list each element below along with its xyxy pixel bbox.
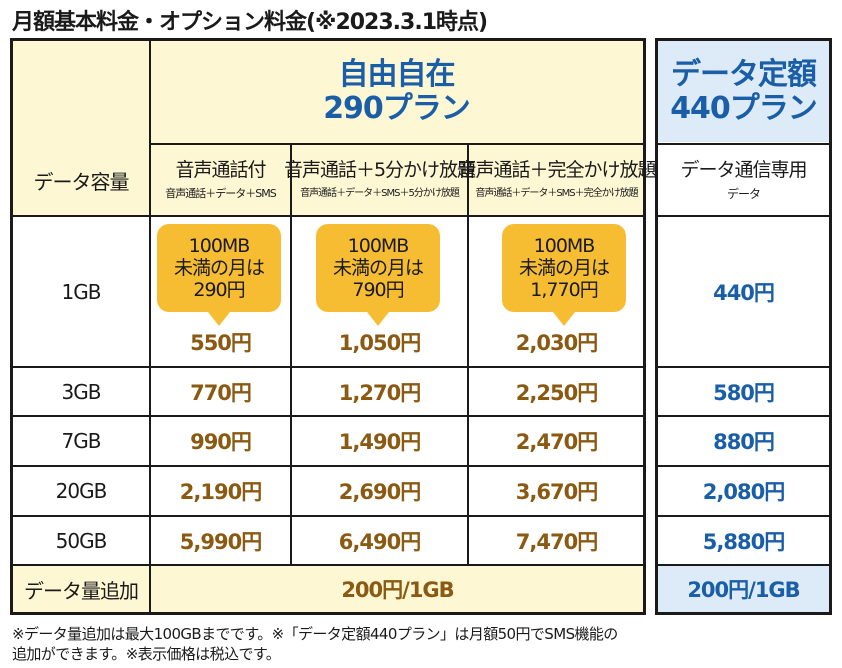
- divider: [655, 564, 832, 566]
- price-cell: 2,190円: [179, 480, 262, 504]
- header-bg-left: [10, 38, 646, 217]
- price-cell: 3,670円: [515, 480, 598, 504]
- col-header-voice-unlimited: 音声通話＋完全かけ放題 音声通話＋データ＋SMS＋完全かけ放題: [458, 145, 657, 215]
- plan-title-jiyu: 自由自在 290プラン: [150, 41, 643, 143]
- bubble-line: 100MB: [188, 235, 251, 257]
- divider: [655, 143, 832, 145]
- bubble-line: 1,770円: [530, 279, 598, 301]
- bubble-line: 未満の月は: [173, 257, 265, 279]
- divider: [655, 465, 832, 467]
- page-title: 月額基本料金・オプション料金(※2023.3.1時点): [12, 10, 488, 35]
- divider: [655, 515, 832, 517]
- divider: [655, 415, 832, 417]
- divider: [10, 465, 646, 467]
- bubble-line: 100MB: [533, 235, 596, 257]
- plan-title-data-line2: 440プラン: [670, 91, 818, 126]
- footnote-line1: ※データ量追加は最大100GBまでです。※「データ定額440プラン」は月額50円…: [12, 625, 618, 643]
- bubble-line: 未満の月は: [518, 257, 610, 279]
- row-label: 20GB: [55, 479, 108, 503]
- col-header-voice: 音声通話付 音声通話＋データ＋SMS: [151, 145, 290, 215]
- col-header-sub: 音声通話＋データ＋SMS＋5分かけ放題: [300, 188, 460, 199]
- bubble-line: 790円: [352, 279, 404, 301]
- price-cell: 2,030円: [515, 331, 598, 355]
- price-cell: 6,490円: [338, 529, 421, 554]
- price-cell: 7,470円: [515, 529, 598, 554]
- col-header-data-only: データ通信専用 データ: [658, 145, 829, 215]
- col-header-sub: データ: [726, 187, 761, 201]
- plan-title-jiyu-line1: 自由自在: [338, 57, 456, 92]
- discount-bubble: 100MB 未満の月は 290円: [157, 224, 281, 326]
- col-header-voice-5min: 音声通話＋5分かけ放題 音声通話＋データ＋SMS＋5分かけ放題: [284, 145, 476, 215]
- divider: [655, 366, 832, 368]
- footnote-line2: 追加ができます。※表示価格は税込です。: [12, 645, 281, 663]
- row-label: 7GB: [61, 429, 102, 453]
- addon-label: データ量追加: [24, 578, 139, 603]
- divider: [655, 215, 832, 217]
- header-data-capacity: データ容量: [33, 169, 130, 194]
- price-cell: 2,250円: [515, 380, 598, 405]
- bubble-line: 100MB: [347, 235, 410, 257]
- bubble-line: 290円: [193, 279, 245, 301]
- col-header-main: データ通信専用: [680, 159, 807, 181]
- col-header-main: 音声通話付: [175, 159, 266, 181]
- divider: [10, 515, 646, 517]
- divider: [10, 564, 646, 566]
- divider: [10, 215, 646, 217]
- col-header-sub: 音声通話＋データ＋SMS＋完全かけ放題: [475, 188, 638, 199]
- price-cell: 1,490円: [338, 430, 421, 454]
- data-price-cell: 580円: [713, 380, 775, 405]
- divider: [10, 366, 646, 368]
- divider: [10, 415, 646, 417]
- data-price-cell: 2,080円: [702, 480, 785, 504]
- price-cell: 550円: [190, 331, 252, 355]
- header-bg-right: [655, 38, 832, 142]
- plan-title-jiyu-line2: 290プラン: [323, 91, 471, 126]
- data-price-cell: 440円: [713, 280, 775, 305]
- price-cell: 2,470円: [515, 430, 598, 454]
- addon-bg-right: [655, 565, 832, 615]
- divider: [149, 38, 151, 615]
- addon-data-price: 200円/1GB: [687, 578, 800, 602]
- row-label: 3GB: [61, 379, 102, 404]
- price-cell: 2,690円: [338, 480, 421, 504]
- plan-title-data-line1: データ定額: [671, 57, 817, 92]
- table-jiyu: [10, 38, 646, 615]
- price-cell: 1,270円: [338, 380, 421, 405]
- col-header-main: 音声通話＋完全かけ放題: [457, 159, 657, 181]
- data-price-cell: 880円: [713, 430, 775, 454]
- divider: [290, 143, 292, 565]
- price-cell: 990円: [190, 430, 252, 454]
- table-data-plan: [655, 38, 832, 615]
- data-price-cell: 5,880円: [702, 529, 785, 554]
- price-cell: 5,990円: [179, 529, 262, 554]
- footnote: ※データ量追加は最大100GBまでです。※「データ定額440プラン」は月額50円…: [12, 624, 840, 664]
- discount-bubble: 100MB 未満の月は 790円: [316, 224, 440, 326]
- row-label: 1GB: [61, 279, 102, 304]
- price-cell: 1,050円: [338, 331, 421, 355]
- addon-bg-left: [10, 565, 646, 615]
- row-label: 50GB: [55, 528, 108, 553]
- col-header-main: 音声通話＋5分かけ放題: [283, 159, 476, 181]
- plan-title-data: データ定額 440プラン: [658, 41, 829, 143]
- addon-price: 200円/1GB: [341, 578, 454, 602]
- col-header-sub: 音声通話＋データ＋SMS: [165, 187, 276, 200]
- price-cell: 770円: [190, 380, 252, 405]
- divider: [467, 143, 469, 565]
- divider: [150, 143, 646, 145]
- discount-bubble: 100MB 未満の月は 1,770円: [502, 224, 626, 326]
- bubble-line: 未満の月は: [332, 257, 424, 279]
